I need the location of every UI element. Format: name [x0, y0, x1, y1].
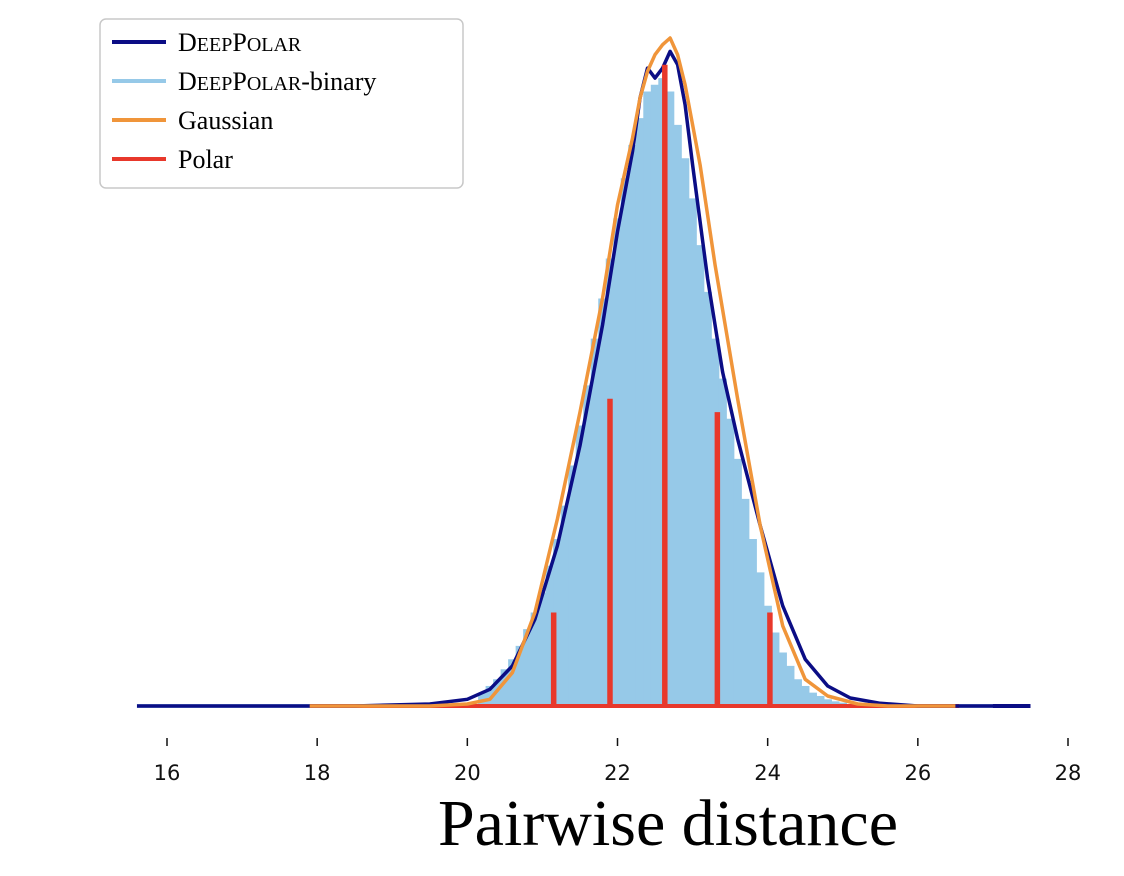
series-gaussian-line — [309, 36, 956, 708]
x-axis: 16 18 20 22 24 26 28 — [154, 738, 1082, 785]
legend-entry: Polar — [112, 145, 233, 174]
x-tick-label: 18 — [304, 761, 331, 785]
legend-label: Gaussian — [178, 106, 273, 135]
x-axis-label: Pairwise distance — [438, 787, 898, 860]
x-tick-label: 26 — [904, 761, 931, 785]
x-tick-label: 24 — [754, 761, 781, 785]
series-polar — [550, 64, 773, 706]
legend-label: Polar — [178, 145, 233, 174]
series-deeppolar-binary — [478, 78, 847, 706]
legend-box — [99, 18, 464, 189]
legend-entry: DEEPPOLAR-binary — [112, 67, 376, 96]
legend-entry: Gaussian — [112, 106, 273, 135]
plot-area — [136, 36, 1031, 708]
legend-label: DEEPPOLAR-binary — [178, 67, 376, 96]
x-tick-label: 16 — [154, 761, 181, 785]
x-tick-label: 20 — [454, 761, 481, 785]
x-tick-label: 22 — [604, 761, 631, 785]
legend: DEEPPOLAR DEEPPOLAR-binary Gaussian Polar — [99, 18, 464, 189]
legend-entry: DEEPPOLAR — [112, 28, 302, 57]
x-tick-label: 28 — [1055, 761, 1082, 785]
legend-label: DEEPPOLAR — [178, 28, 302, 57]
